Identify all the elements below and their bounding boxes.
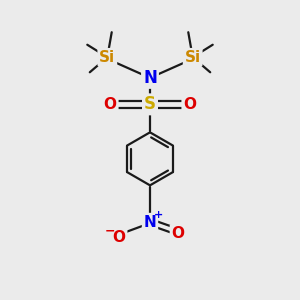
Text: S: S xyxy=(144,95,156,113)
Text: Si: Si xyxy=(184,50,201,65)
Text: N: N xyxy=(144,214,156,230)
Text: O: O xyxy=(112,230,126,245)
Text: O: O xyxy=(172,226,184,241)
Text: −: − xyxy=(105,224,116,238)
Text: O: O xyxy=(104,97,117,112)
Text: N: N xyxy=(143,69,157,87)
Text: O: O xyxy=(183,97,196,112)
Text: +: + xyxy=(154,210,163,220)
Text: Si: Si xyxy=(99,50,116,65)
